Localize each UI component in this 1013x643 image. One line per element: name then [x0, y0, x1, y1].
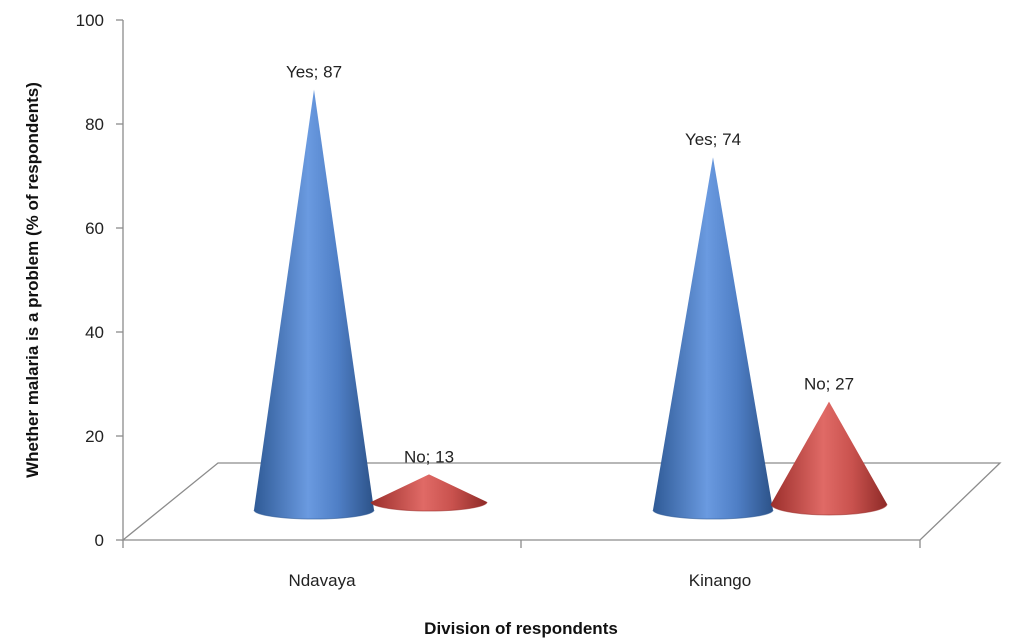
cone-yes-ndavaya: [253, 89, 375, 520]
y-tick-label: 40: [85, 323, 104, 342]
cone-yes-kinango: [652, 157, 774, 520]
cone-rim: [770, 503, 888, 516]
y-tick-label: 0: [95, 531, 104, 550]
cone-no-kinango: [770, 401, 888, 516]
data-label-yes-ndavaya: Yes; 87: [286, 63, 342, 82]
cone-series: [253, 89, 888, 520]
y-tick-label: 100: [76, 11, 104, 30]
category-label-kinango: Kinango: [689, 571, 751, 590]
data-labels: Yes; 87 No; 13 Yes; 74 No; 27: [286, 63, 854, 467]
y-axis-title: Whether malaria is a problem (% of respo…: [23, 82, 42, 478]
cone-rim: [652, 509, 774, 520]
category-label-ndavaya: Ndavaya: [288, 571, 356, 590]
cone-rim: [253, 509, 375, 520]
cone-body: [254, 89, 374, 519]
y-tick-label: 80: [85, 115, 104, 134]
cone-body: [371, 474, 487, 511]
data-label-no-ndavaya: No; 13: [404, 447, 454, 466]
data-label-yes-kinango: Yes; 74: [685, 130, 741, 149]
y-tick-label: 60: [85, 219, 104, 238]
cone-body: [653, 157, 773, 519]
x-axis-title: Division of respondents: [424, 619, 618, 638]
y-axis-ticks: 0 20 40 60 80 100: [76, 11, 123, 550]
cone-no-ndavaya: [370, 474, 488, 512]
y-tick-label: 20: [85, 427, 104, 446]
cone-rim: [370, 501, 488, 512]
cone-body: [771, 401, 887, 515]
data-label-no-kinango: No; 27: [804, 375, 854, 394]
